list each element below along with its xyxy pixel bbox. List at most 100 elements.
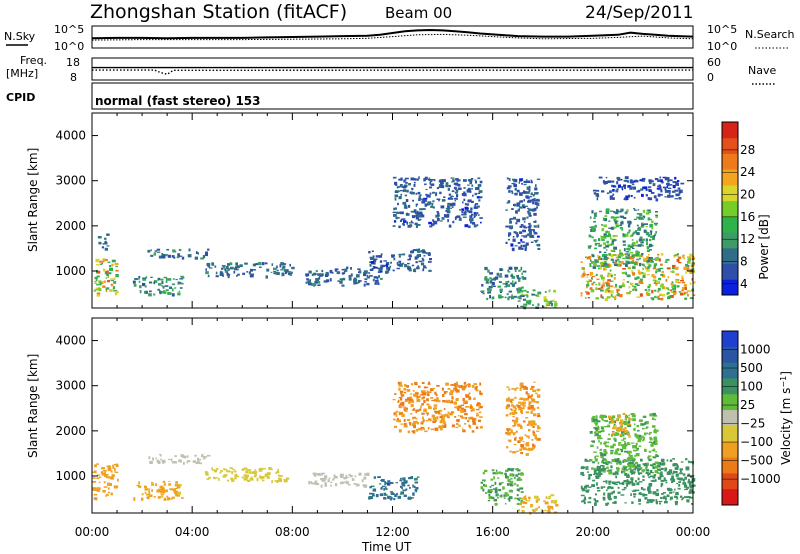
- echo-cell-6: [399, 264, 403, 267]
- echo-cell-12: [589, 263, 592, 267]
- echo-cell-7: [393, 207, 395, 211]
- echo-cell-0: [104, 271, 107, 275]
- echo-cell-7: [483, 483, 485, 487]
- echo-cell-7: [480, 481, 484, 484]
- echo-cell-9: [523, 236, 528, 238]
- echo-cell-7: [400, 185, 404, 187]
- echo-cell-2: [134, 278, 138, 280]
- echo-cell-4: [239, 264, 243, 268]
- echo-cell-10: [646, 501, 650, 504]
- echo-cell-3: [243, 477, 248, 481]
- echo-cell-5: [337, 280, 340, 282]
- echo-cell-9: [512, 178, 515, 181]
- echo-cell-9: [517, 208, 520, 212]
- echo-cell-5: [325, 271, 329, 275]
- echo-cell-10: [614, 458, 618, 461]
- echo-cell-11: [655, 296, 659, 299]
- echo-cell-6: [412, 423, 416, 426]
- cpid-panel: CPID normal (fast stereo) 153: [6, 82, 694, 110]
- echo-cell-11: [683, 284, 687, 287]
- echo-cell-2: [142, 282, 146, 287]
- echo-cell-12: [649, 223, 653, 227]
- echo-cell-9: [536, 235, 540, 238]
- echo-cell-5: [353, 277, 357, 280]
- echo-cell-5: [377, 476, 381, 478]
- echo-cell-10: [631, 490, 635, 492]
- echo-cell-3: [279, 475, 283, 477]
- echo-cell-7: [394, 197, 397, 201]
- echo-cell-6: [427, 393, 430, 396]
- echo-cell-5: [380, 479, 383, 482]
- echo-cell-11: [683, 257, 686, 260]
- echo-cell-1: [149, 494, 153, 497]
- echo-cell-9: [554, 511, 558, 514]
- echo-cell-10: [588, 496, 592, 500]
- echo-cell-12: [623, 248, 626, 252]
- echo-cell-2: [165, 277, 168, 281]
- echo-cell-1: [139, 485, 142, 489]
- echo-cell-11: [620, 260, 624, 265]
- echo-cell-11: [603, 268, 607, 271]
- echo-cell-10: [663, 477, 666, 481]
- echo-cell-10: [680, 461, 684, 463]
- echo-cell-9: [533, 231, 537, 235]
- echo-cell-8: [535, 392, 538, 395]
- echo-cell-11: [682, 254, 684, 258]
- echo-cell-8: [528, 401, 532, 404]
- echo-cell-12: [628, 223, 632, 225]
- velocity-colorbar-swatch: [722, 394, 738, 411]
- echo-cell-5: [346, 266, 349, 269]
- cpid-label: CPID: [6, 91, 35, 104]
- echo-cell-0: [109, 265, 112, 267]
- echo-cell-9: [526, 500, 530, 502]
- echo-cell-6: [428, 391, 432, 393]
- echo-cell-10: [526, 291, 529, 293]
- echo-cell-10: [688, 496, 693, 499]
- echo-cell-11: [586, 276, 589, 278]
- echo-cell-6: [454, 385, 458, 388]
- power-ylabel: Slant Range [km]: [26, 148, 40, 252]
- echo-cell-9: [534, 201, 538, 205]
- echo-cell-7: [424, 203, 427, 207]
- echo-cell-5: [306, 278, 309, 281]
- echo-cell-10: [617, 491, 621, 494]
- echo-cell-4: [229, 262, 233, 266]
- echo-cell-2: [161, 280, 164, 285]
- echo-cell-11: [600, 452, 604, 456]
- echo-cell-2: [145, 290, 148, 294]
- echo-cell-4: [207, 264, 211, 268]
- echo-cell-11: [613, 437, 617, 441]
- echo-cell-3: [214, 469, 218, 473]
- echo-cell-10: [580, 485, 583, 489]
- echo-cell-2: [174, 461, 178, 464]
- echo-cell-12: [642, 263, 645, 266]
- echo-cell-0: [110, 476, 114, 480]
- echo-cell-11: [644, 288, 648, 291]
- echo-cell-12: [625, 256, 630, 260]
- echo-cell-13: [667, 187, 672, 189]
- echo-cell-11: [629, 450, 632, 454]
- echo-cell-11: [599, 466, 601, 470]
- echo-cell-7: [426, 194, 430, 198]
- echo-cell-6: [423, 400, 426, 403]
- echo-cell-11: [621, 467, 624, 471]
- echo-cell-7: [443, 196, 446, 198]
- echo-cell-11: [589, 431, 593, 434]
- echo-cell-0: [103, 259, 106, 262]
- echo-cell-11: [615, 449, 617, 453]
- echo-cell-7: [487, 490, 490, 493]
- echo-cell-12: [623, 217, 627, 219]
- echo-cell-10: [657, 462, 662, 465]
- echo-cell-6: [460, 384, 463, 388]
- echo-cell-12: [648, 211, 652, 213]
- echo-cell-3: [208, 476, 211, 479]
- echo-cell-11: [600, 426, 604, 430]
- echo-cell-11: [681, 281, 686, 284]
- echo-cell-11: [657, 290, 660, 293]
- echo-cell-11: [626, 457, 629, 461]
- echo-cell-6: [426, 390, 429, 394]
- echo-cell-9: [533, 230, 536, 233]
- echo-cell-3: [249, 471, 252, 474]
- echo-cell-7: [469, 182, 473, 185]
- echo-cell-10: [675, 473, 679, 477]
